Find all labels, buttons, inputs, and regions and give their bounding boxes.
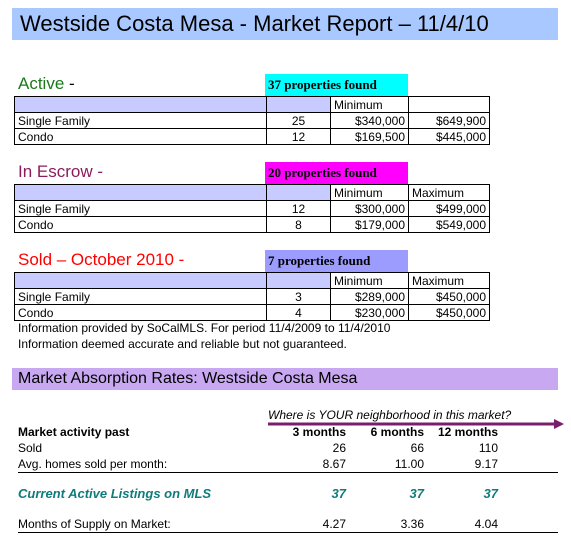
header-cell bbox=[14, 96, 267, 113]
table-header-row: Minimum bbox=[14, 96, 490, 113]
active-label-dash: - bbox=[64, 74, 75, 93]
header-cell-minimum: Minimum bbox=[330, 96, 409, 113]
property-count: 12 bbox=[266, 200, 331, 217]
active-section-label: Active - bbox=[18, 74, 75, 94]
header-cell-minimum: Minimum bbox=[330, 272, 409, 289]
property-type: Single Family bbox=[14, 288, 267, 305]
active-found-badge: 37 properties found bbox=[265, 74, 408, 96]
listings-row: Current Active Listings on MLS 37 37 37 bbox=[18, 486, 558, 502]
period-12-months: 12 months bbox=[437, 425, 498, 439]
property-type: Condo bbox=[14, 128, 267, 145]
table-header-row: Minimum Maximum bbox=[14, 184, 490, 201]
property-type: Single Family bbox=[14, 112, 267, 129]
header-cell bbox=[266, 272, 331, 289]
table-row: Single Family 12 $300,000 $499,000 bbox=[14, 200, 490, 217]
sold-6m: 66 bbox=[410, 441, 424, 455]
sold-row: Sold 26 66 110 bbox=[18, 440, 558, 456]
table-row: Single Family 3 $289,000 $450,000 bbox=[14, 288, 490, 305]
supply-3m: 4.27 bbox=[322, 517, 346, 531]
property-type: Condo bbox=[14, 216, 267, 233]
table-row: Condo 4 $230,000 $450,000 bbox=[14, 304, 490, 321]
header-cell bbox=[14, 184, 267, 201]
property-type: Condo bbox=[14, 304, 267, 321]
max-price: $499,000 bbox=[408, 200, 490, 217]
sold-3m: 26 bbox=[332, 441, 346, 455]
min-price: $340,000 bbox=[330, 112, 409, 129]
active-table: Minimum Single Family 25 $340,000 $649,9… bbox=[14, 96, 490, 145]
header-cell bbox=[266, 96, 331, 113]
property-count: 8 bbox=[266, 216, 331, 233]
min-price: $179,000 bbox=[330, 216, 409, 233]
table-row: Condo 12 $169,500 $445,000 bbox=[14, 128, 490, 145]
arrow-icon bbox=[268, 419, 564, 429]
avg-label: Avg. homes sold per month: bbox=[18, 457, 168, 471]
avg-row: Avg. homes sold per month: 8.67 11.00 9.… bbox=[18, 456, 558, 473]
escrow-section-label: In Escrow - bbox=[18, 162, 104, 181]
table-row: Condo 8 $179,000 $549,000 bbox=[14, 216, 490, 233]
listings-label: Current Active Listings on MLS bbox=[18, 486, 212, 501]
avg-6m: 11.00 bbox=[394, 457, 424, 471]
sold-label: Sold bbox=[18, 441, 43, 455]
avg-3m: 8.67 bbox=[322, 457, 346, 471]
max-price: $549,000 bbox=[408, 216, 490, 233]
neighborhood-question: Where is YOUR neighborhood in this marke… bbox=[268, 408, 512, 422]
supply-label: Months of Supply on Market: bbox=[18, 517, 171, 531]
property-count: 3 bbox=[266, 288, 331, 305]
max-price: $450,000 bbox=[408, 304, 490, 321]
activity-label: Market activity past bbox=[18, 425, 130, 439]
info-disclaimer: Information deemed accurate and reliable… bbox=[18, 337, 347, 351]
period-3-months: 3 months bbox=[292, 425, 346, 439]
sold-found-badge: 7 properties found bbox=[265, 250, 408, 272]
property-count: 25 bbox=[266, 112, 331, 129]
supply-12m: 4.04 bbox=[474, 517, 498, 531]
activity-header-row: Market activity past 3 months 6 months 1… bbox=[18, 424, 558, 440]
avg-12m: 9.17 bbox=[474, 457, 498, 471]
header-cell-maximum: Maximum bbox=[408, 272, 490, 289]
escrow-table: Minimum Maximum Single Family 12 $300,00… bbox=[14, 184, 490, 233]
listings-3m: 37 bbox=[331, 486, 346, 501]
period-6-months: 6 months bbox=[370, 425, 424, 439]
property-type: Single Family bbox=[14, 200, 267, 217]
min-price: $300,000 bbox=[330, 200, 409, 217]
header-cell bbox=[266, 184, 331, 201]
header-cell-maximum: Maximum bbox=[408, 184, 490, 201]
absorption-title: Market Absorption Rates: Westside Costa … bbox=[12, 368, 558, 390]
max-price: $450,000 bbox=[408, 288, 490, 305]
min-price: $230,000 bbox=[330, 304, 409, 321]
max-price: $649,900 bbox=[408, 112, 490, 129]
max-price: $445,000 bbox=[408, 128, 490, 145]
property-count: 4 bbox=[266, 304, 331, 321]
header-cell bbox=[408, 96, 490, 113]
property-count: 12 bbox=[266, 128, 331, 145]
min-price: $169,500 bbox=[330, 128, 409, 145]
sold-section-label: Sold – October 2010 - bbox=[18, 250, 185, 269]
report-title: Westside Costa Mesa - Market Report – 11… bbox=[12, 8, 558, 40]
sold-12m: 110 bbox=[478, 441, 498, 455]
escrow-found-badge: 20 properties found bbox=[265, 162, 408, 184]
listings-12m: 37 bbox=[483, 486, 498, 501]
active-label: Active bbox=[18, 74, 65, 93]
header-cell-minimum: Minimum bbox=[330, 184, 409, 201]
sold-table: Minimum Maximum Single Family 3 $289,000… bbox=[14, 272, 490, 321]
listings-6m: 37 bbox=[409, 486, 424, 501]
info-source: Information provided by SoCalMLS. For pe… bbox=[18, 321, 391, 335]
header-cell bbox=[14, 272, 267, 289]
supply-6m: 3.36 bbox=[400, 517, 424, 531]
supply-row: Months of Supply on Market: 4.27 3.36 4.… bbox=[18, 516, 558, 533]
table-row: Single Family 25 $340,000 $649,900 bbox=[14, 112, 490, 129]
min-price: $289,000 bbox=[330, 288, 409, 305]
table-header-row: Minimum Maximum bbox=[14, 272, 490, 289]
